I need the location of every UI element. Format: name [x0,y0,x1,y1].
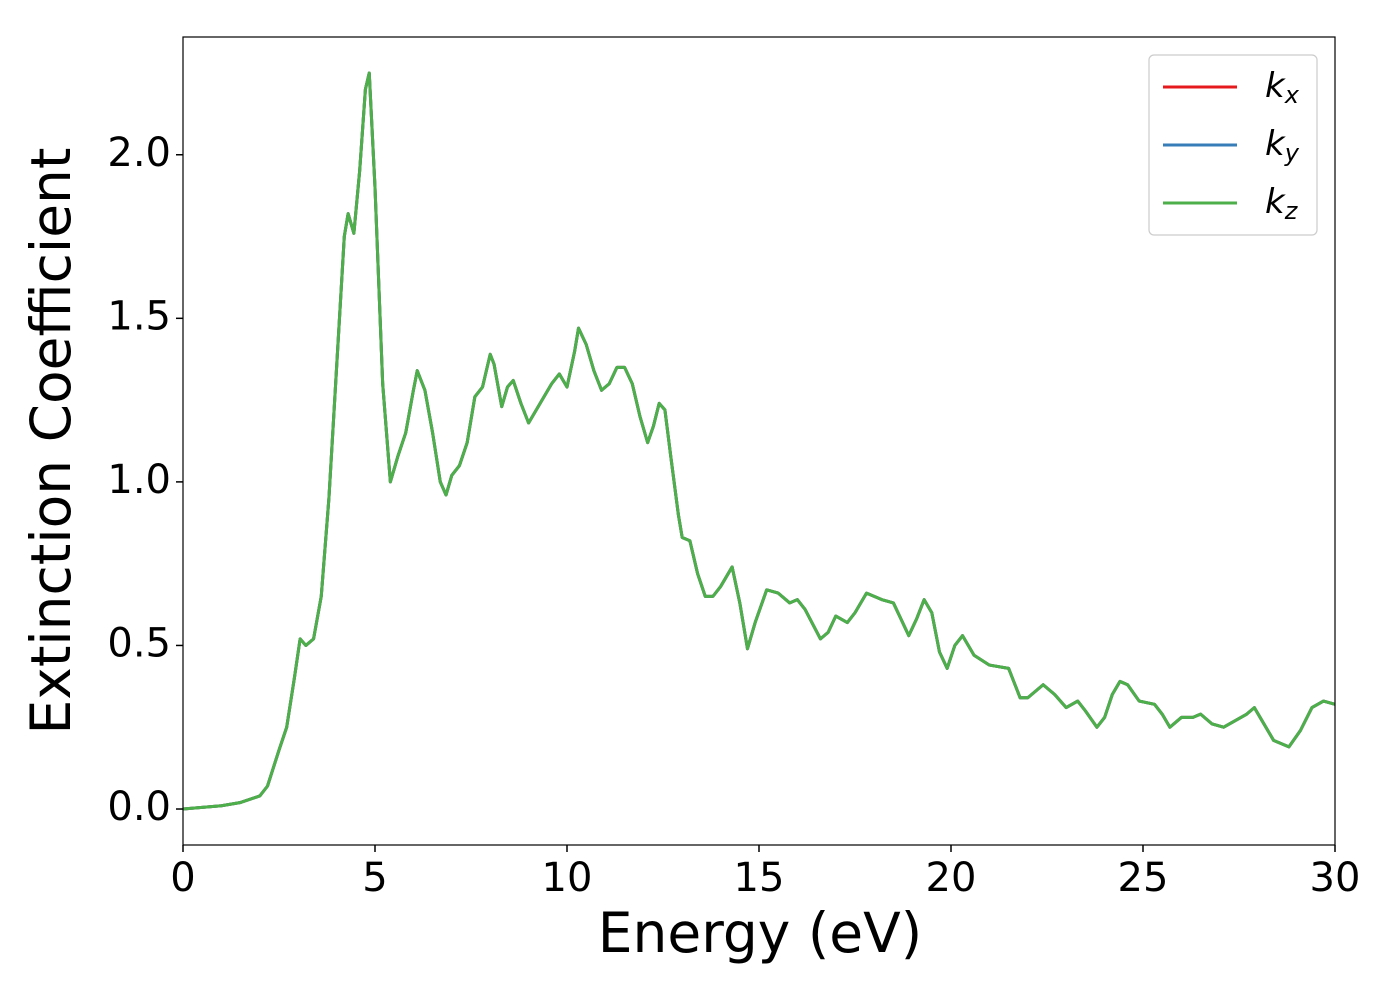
legend-label: ky [1265,124,1300,168]
y-tick-label: 2.0 [107,130,171,176]
x-axis-label: Energy (eV) [598,901,922,965]
series-line [183,71,1335,811]
y-tick-label: 1.0 [107,457,171,503]
x-tick-label: 5 [362,855,387,901]
legend-label: kz [1265,182,1299,226]
plot-frame [182,36,1336,846]
x-tick-label: 25 [1118,855,1169,901]
x-tick-label: 15 [734,855,785,901]
y-tick-label: 1.5 [107,293,171,339]
y-tick-label: 0.5 [107,620,171,666]
y-axis-label: Extinction Coefficient [19,148,83,735]
x-tick-label: 0 [170,855,195,901]
y-tick-label: 0.0 [107,784,171,830]
x-tick-label: 10 [542,855,593,901]
x-tick-label: 20 [926,855,977,901]
legend-label: kx [1265,66,1300,110]
x-tick-label: 30 [1310,855,1361,901]
